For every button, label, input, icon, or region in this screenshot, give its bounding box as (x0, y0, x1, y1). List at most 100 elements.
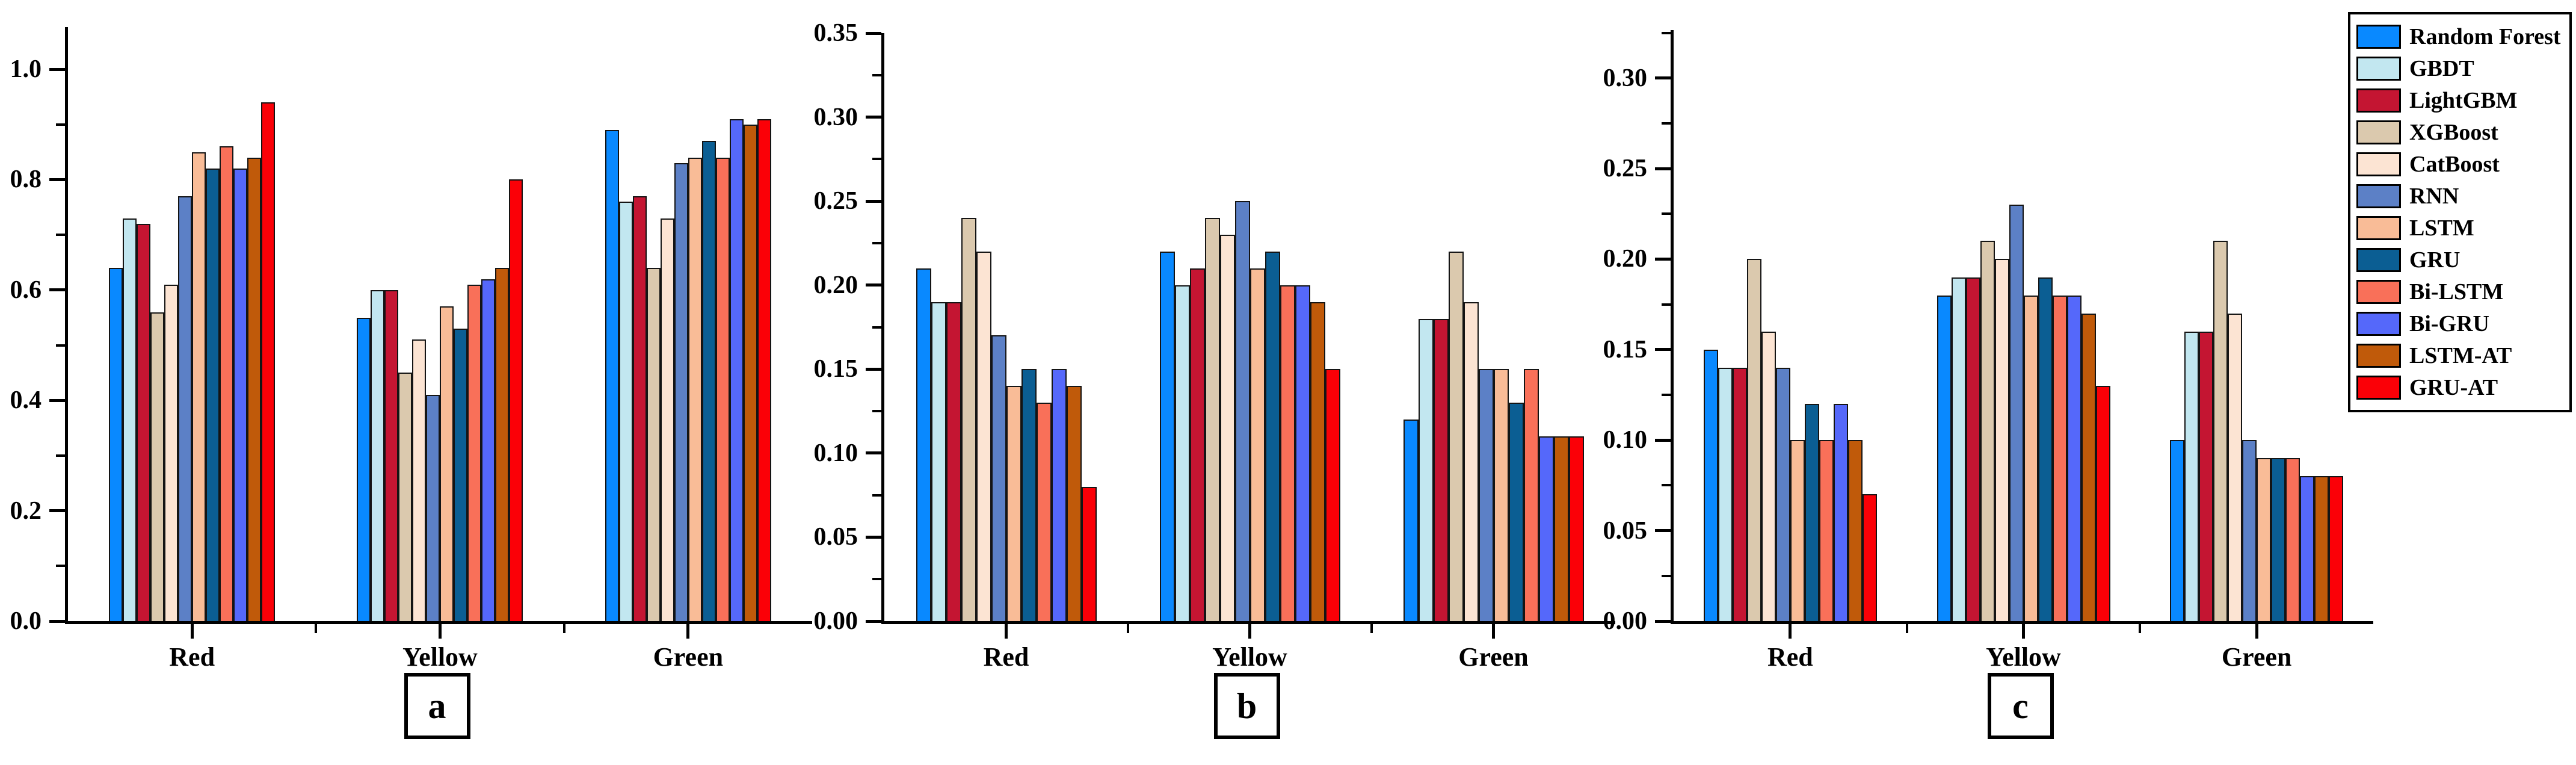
y-axis-major-tick (1655, 76, 1671, 80)
y-tick-label: 0.4 (10, 386, 42, 415)
bar-lstm-at (1553, 436, 1569, 621)
y-axis-minor-tick (1662, 31, 1671, 34)
bar-lightgbm (1189, 268, 1205, 621)
bar-rnn (1234, 201, 1250, 621)
y-tick-label: 0.2 (10, 497, 42, 525)
panel-a-plot: 1.0 0.8 0.6 0.4 0.2 0.0 Red Yellow Green (10, 27, 812, 671)
bar-group-red (1674, 30, 1907, 621)
bar-xgboost (1746, 259, 1761, 621)
legend-swatch-icon (2356, 184, 2401, 208)
legend-label: GRU (2409, 247, 2460, 273)
y-tick-label: 0.05 (1603, 516, 1648, 545)
bar-xgboost (1204, 218, 1220, 621)
x-axis-major-tick (686, 624, 690, 639)
x-axis-major-tick (439, 624, 442, 639)
panel-letter-box-a: a (404, 673, 470, 739)
y-tick-label: 0.0 (10, 607, 42, 635)
legend-label: CatBoost (2409, 152, 2500, 177)
y-tick-label: 1.0 (10, 55, 42, 84)
legend-swatch-icon (2356, 344, 2401, 368)
bar-lstm (1006, 386, 1021, 621)
bar-gbdt (1418, 318, 1434, 621)
bar-gru-at (261, 102, 276, 621)
bar-lightgbm (946, 302, 961, 621)
y-tick-label: 0.8 (10, 166, 42, 194)
bar-lstm (688, 157, 702, 621)
legend: Random Forest GBDT LightGBM XGBoost CatBoost… (2348, 12, 2572, 412)
bar-group-yellow (316, 27, 564, 621)
bar-lightgbm (137, 223, 151, 621)
bar-lstm-at (1310, 302, 1325, 621)
x-axis-major-tick (190, 624, 194, 639)
y-axis-major-tick (49, 619, 65, 623)
y-tick-label: 0.10 (1603, 426, 1648, 454)
legend-swatch-icon (2356, 248, 2401, 272)
bar-gru-at (1568, 436, 1584, 621)
y-tick-label: 0.35 (813, 19, 858, 47)
bar-gbdt (2184, 331, 2199, 621)
bar-gbdt (371, 290, 385, 621)
legend-item: GBDT (2356, 57, 2567, 81)
bar-group-red (884, 33, 1128, 621)
bar-random-forest (1937, 295, 1952, 621)
bar-bi-gru (233, 169, 248, 621)
bar-gru (701, 141, 716, 621)
y-tick-label: 0.20 (1603, 245, 1648, 273)
bar-gbdt (931, 302, 946, 621)
bar-bi-lstm (1036, 403, 1052, 621)
y-axis-minor-tick (1662, 394, 1671, 397)
legend-label: GRU-AT (2409, 375, 2498, 400)
bar-rnn (1478, 369, 1494, 621)
bar-gru (206, 169, 220, 621)
bar-group-green (2140, 30, 2373, 621)
y-tick-label: 0.6 (10, 276, 42, 304)
bar-bi-lstm (467, 284, 482, 621)
x-axis-minor-tick (315, 624, 318, 633)
y-axis-major-tick (1655, 257, 1671, 261)
legend-item: XGBoost (2356, 120, 2567, 144)
y-axis-major-tick (866, 283, 881, 287)
bar-bi-lstm (715, 157, 730, 621)
bar-random-forest (357, 317, 371, 621)
legend-item: LSTM (2356, 216, 2567, 240)
bar-gru-at (2329, 476, 2344, 621)
bar-lightgbm (1965, 277, 1980, 621)
bar-random-forest (2170, 440, 2185, 621)
bar-lstm-at (1066, 386, 1082, 621)
x-axis-major-tick (2255, 624, 2258, 639)
bar-random-forest (1703, 349, 1718, 621)
y-axis-major-tick (866, 116, 881, 119)
panel-c-plot: 0.30 0.25 0.20 0.15 0.10 0.05 0.00 Red Yellow Gre… (1603, 30, 2373, 671)
y-axis-minor-tick (56, 454, 65, 457)
legend-label: RNN (2409, 184, 2459, 209)
bar-catboost (1761, 331, 1776, 621)
bar-rnn (426, 395, 440, 621)
legend-swatch-icon (2356, 25, 2401, 49)
bar-random-forest (605, 129, 619, 621)
legend-item: LightGBM (2356, 88, 2567, 113)
bar-catboost (164, 284, 179, 621)
x-category-label: Yellow (402, 642, 478, 672)
bar-rnn (1775, 367, 1790, 621)
x-axis-major-tick (1005, 624, 1008, 639)
legend-item: LSTM-AT (2356, 344, 2567, 368)
panel-b-plot: 0.35 0.30 0.25 0.20 0.15 0.10 0.05 0.00 Red Yello… (814, 20, 1615, 671)
y-axis-minor-tick (872, 494, 881, 497)
bar-bi-lstm (220, 146, 234, 621)
y-axis-minor-tick (872, 326, 881, 329)
bar-gru-at (1325, 369, 1340, 621)
legend-swatch-icon (2356, 152, 2401, 176)
bar-lstm-at (247, 157, 262, 621)
y-tick-label: 0.00 (813, 607, 858, 635)
bar-group-red (68, 27, 316, 621)
x-category-label: Red (169, 642, 215, 672)
bar-random-forest (1159, 251, 1175, 621)
legend-swatch-icon (2356, 88, 2401, 113)
legend-item: GRU (2356, 248, 2567, 272)
x-category-label: Yellow (1986, 642, 2061, 672)
legend-item: Bi-GRU (2356, 312, 2567, 336)
bar-gru-at (757, 119, 771, 621)
y-axis-minor-tick (1662, 212, 1671, 215)
legend-item: CatBoost (2356, 152, 2567, 176)
bar-random-forest (109, 268, 123, 621)
